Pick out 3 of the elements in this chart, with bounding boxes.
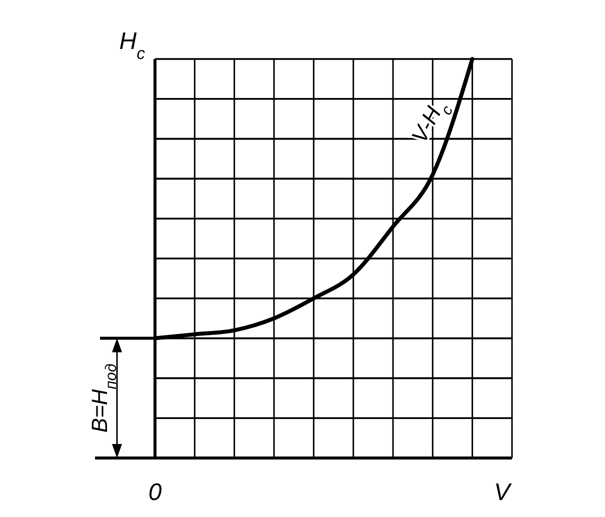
y-axis-title: H$_{c}$ (119, 28, 146, 62)
text: 0 (148, 479, 162, 506)
x-axis-title: V (494, 479, 512, 506)
